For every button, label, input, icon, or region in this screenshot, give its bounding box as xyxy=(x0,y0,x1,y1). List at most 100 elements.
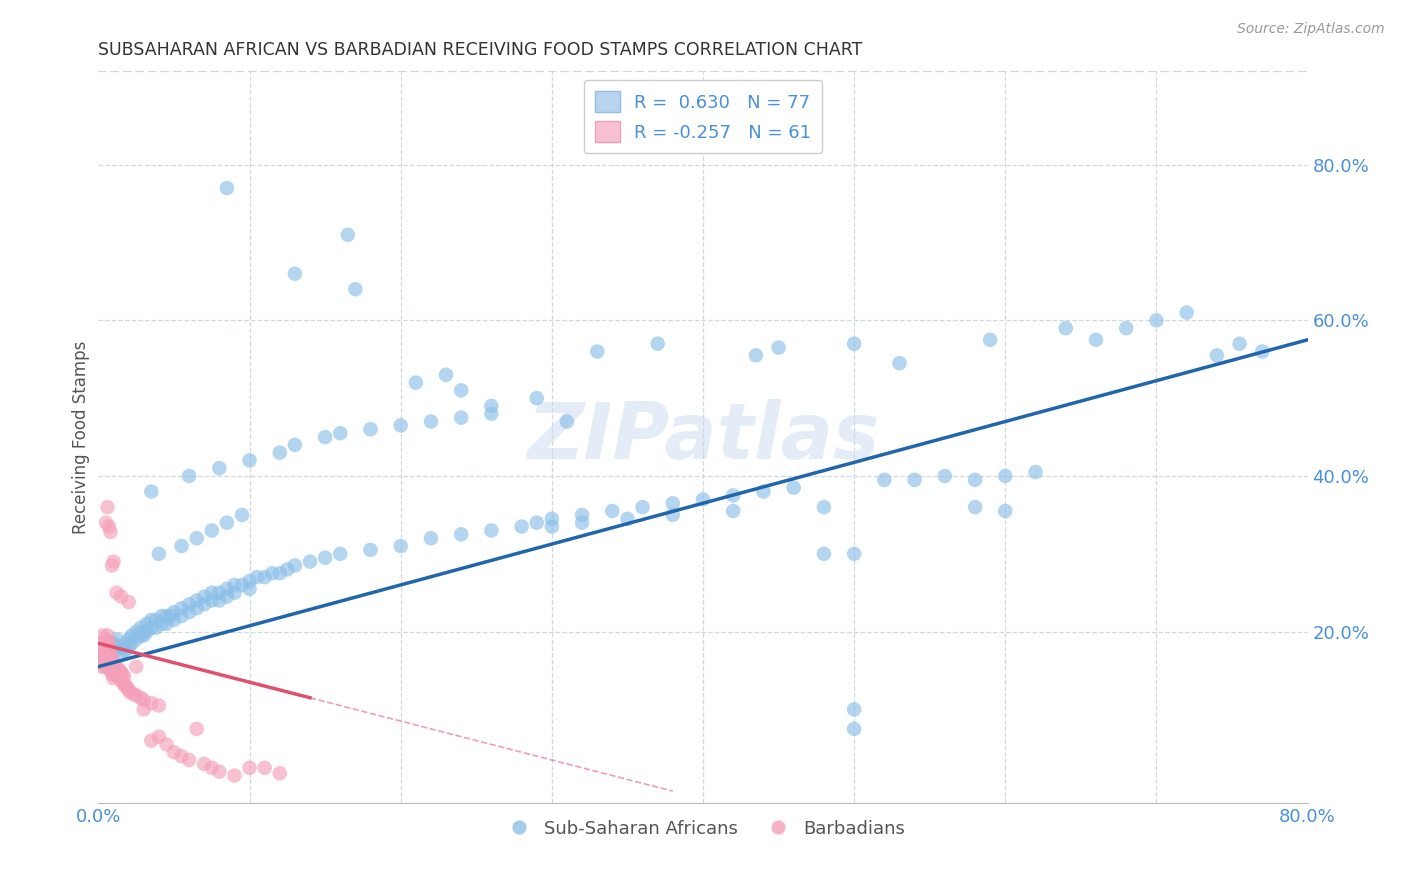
Text: SUBSAHARAN AFRICAN VS BARBADIAN RECEIVING FOOD STAMPS CORRELATION CHART: SUBSAHARAN AFRICAN VS BARBADIAN RECEIVIN… xyxy=(98,41,863,59)
Point xyxy=(132,628,155,642)
Point xyxy=(208,764,231,779)
Point xyxy=(141,621,163,635)
Point xyxy=(262,566,284,581)
Point xyxy=(360,422,382,436)
Point xyxy=(90,659,112,673)
Point xyxy=(94,649,117,664)
Point xyxy=(91,640,114,655)
Point xyxy=(269,766,291,780)
Point xyxy=(91,656,114,670)
Point xyxy=(269,445,291,459)
Point xyxy=(844,547,866,561)
Point xyxy=(160,609,183,624)
Point xyxy=(1024,465,1046,479)
Point xyxy=(186,601,208,615)
Legend: Sub-Saharan Africans, Barbadians: Sub-Saharan Africans, Barbadians xyxy=(494,813,912,845)
Point xyxy=(179,753,201,767)
Point xyxy=(723,488,745,502)
Point xyxy=(201,761,224,775)
Point xyxy=(111,675,134,690)
Point xyxy=(314,550,336,565)
Point xyxy=(90,652,112,666)
Point xyxy=(150,609,173,624)
Point xyxy=(284,267,307,281)
Point xyxy=(246,570,269,584)
Point xyxy=(208,593,231,607)
Point xyxy=(112,670,135,684)
Point xyxy=(94,644,117,658)
Point xyxy=(526,516,548,530)
Point xyxy=(122,687,145,701)
Point xyxy=(101,652,124,666)
Point xyxy=(101,659,124,673)
Point xyxy=(98,652,121,666)
Point xyxy=(125,632,148,647)
Point xyxy=(104,657,127,672)
Point xyxy=(148,730,170,744)
Point xyxy=(450,410,472,425)
Point xyxy=(155,609,177,624)
Point xyxy=(103,671,125,685)
Point xyxy=(108,664,131,678)
Point xyxy=(215,516,238,530)
Point xyxy=(420,531,443,545)
Point xyxy=(540,519,562,533)
Point xyxy=(215,582,238,596)
Point xyxy=(155,616,177,631)
Point xyxy=(93,644,115,658)
Point xyxy=(98,644,121,658)
Point xyxy=(526,391,548,405)
Point xyxy=(112,677,135,691)
Point xyxy=(752,484,775,499)
Point xyxy=(193,590,215,604)
Point xyxy=(783,481,806,495)
Point xyxy=(100,636,122,650)
Point xyxy=(201,524,224,538)
Point xyxy=(336,227,359,242)
Point xyxy=(253,761,276,775)
Point xyxy=(141,613,163,627)
Point xyxy=(661,496,683,510)
Point xyxy=(111,667,134,681)
Point xyxy=(269,566,291,581)
Point xyxy=(647,336,669,351)
Point xyxy=(934,469,956,483)
Point xyxy=(208,585,231,599)
Point xyxy=(179,598,201,612)
Point xyxy=(239,453,262,467)
Point xyxy=(91,648,114,662)
Point xyxy=(450,384,472,398)
Point xyxy=(105,632,128,647)
Point xyxy=(965,473,987,487)
Point xyxy=(96,654,118,668)
Point xyxy=(125,659,148,673)
Point xyxy=(145,621,167,635)
Point xyxy=(93,652,115,666)
Point xyxy=(103,555,125,569)
Point xyxy=(98,519,121,533)
Point xyxy=(1054,321,1077,335)
Point xyxy=(193,598,215,612)
Point xyxy=(215,590,238,604)
Point xyxy=(107,670,129,684)
Text: ZIPatlas: ZIPatlas xyxy=(527,399,879,475)
Point xyxy=(844,336,866,351)
Point xyxy=(186,722,208,736)
Point xyxy=(125,689,148,703)
Point xyxy=(510,519,533,533)
Point xyxy=(94,659,117,673)
Point xyxy=(1144,313,1167,327)
Point xyxy=(129,621,152,635)
Point xyxy=(979,333,1001,347)
Point xyxy=(813,547,835,561)
Point xyxy=(1251,344,1274,359)
Point xyxy=(114,679,136,693)
Point xyxy=(201,585,224,599)
Point xyxy=(132,624,155,639)
Point xyxy=(420,415,443,429)
Point xyxy=(163,605,186,619)
Point xyxy=(98,636,121,650)
Point xyxy=(155,738,177,752)
Point xyxy=(239,761,262,775)
Point xyxy=(110,590,132,604)
